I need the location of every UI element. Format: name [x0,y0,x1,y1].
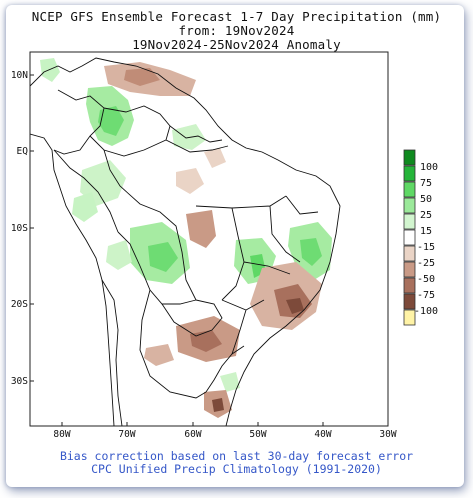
dry-anomaly-amazon-east [176,168,204,194]
paraguay-boundary [161,299,223,337]
legend-label-m75: -75 [417,290,435,301]
footer-line-1: Bias correction based on last 30-day for… [59,449,414,463]
color-legend [403,149,416,326]
legend-box-zero [403,229,416,246]
wet-anomaly-northeast-core [300,238,322,266]
legend-label-100: 100 [420,162,438,173]
legend-label-m15: -15 [417,242,435,253]
brazil-north-boundary [89,135,229,157]
lat-label-eq: EQ [17,146,29,157]
wet-anomaly-peru [72,192,98,222]
chile-boundary [101,279,123,426]
lon-label-30w: 30W [379,429,396,440]
dry-anomaly-north-brazil [204,148,226,168]
brazil-west-boundary [103,149,197,301]
legend-label-m100: -100 [414,306,438,317]
lat-label-30s: 30S [11,376,28,387]
legend-box-m15 [403,245,416,262]
wet-anomaly-south [220,372,240,392]
lon-label-60w: 60W [184,429,201,440]
axis-ticks [30,74,389,426]
wet-anomaly-guianas [172,124,206,150]
legend-box-m75 [403,293,416,310]
title-line-1: NCEP GFS Ensemble Forecast 1-7 Day Preci… [31,9,442,24]
guyanas-boundary [169,125,223,143]
legend-label-m25: -25 [417,258,435,269]
wet-anomaly-north-core [98,106,124,136]
legend-box-m100 [403,309,416,326]
colombia-boundary [53,89,105,155]
coastline [30,57,341,426]
title-line-2: from: 19Nov2024 [178,23,295,38]
title-line-3: 19Nov2024-25Nov2024 Anomaly [132,37,341,52]
legend-box-75 [403,165,416,182]
lat-label-10s: 10S [11,223,28,234]
lon-label-70w: 70W [118,429,135,440]
west-coast [30,133,115,426]
legend-box-15 [403,213,416,230]
wet-anomaly-central-west-core [148,242,178,272]
venezuela-boundary [103,105,171,141]
wet-anomaly-bolivia [106,240,132,270]
legend-label-m50: -50 [417,274,435,285]
lon-label-80w: 80W [53,429,70,440]
legend-box-25 [403,197,416,214]
dry-anomaly-mato-grosso [186,210,216,248]
dry-anomaly-southeast-max [286,298,304,314]
legend-label-25: 25 [420,210,432,221]
legend-box-100 [403,149,416,166]
legend-label-50: 50 [420,194,432,205]
legend-label-15: 15 [420,226,432,237]
wet-anomaly-colombia [40,58,60,82]
legend-box-50 [403,181,416,198]
dry-anomaly-uruguay-core [212,398,224,412]
footer-line-2: CPC Unified Precip Climatology (1991-202… [91,462,382,476]
legend-box-m50 [403,277,416,294]
anomaly-shading [40,58,332,418]
lon-label-40w: 40W [314,429,331,440]
lon-label-50w: 50W [249,429,266,440]
boundaries [30,57,341,426]
lat-label-20s: 20S [11,299,28,310]
legend-box-m25 [403,261,416,278]
brazil-state-lines [195,195,319,355]
dry-anomaly-argentina [144,344,174,366]
uruguay-boundary [205,345,245,393]
legend-label-75: 75 [420,178,432,189]
dry-anomaly-venezuela-core [124,68,160,86]
peru-boundary [53,149,119,233]
lat-label-10n: 10N [11,70,28,81]
argentina-boundary [139,289,207,399]
